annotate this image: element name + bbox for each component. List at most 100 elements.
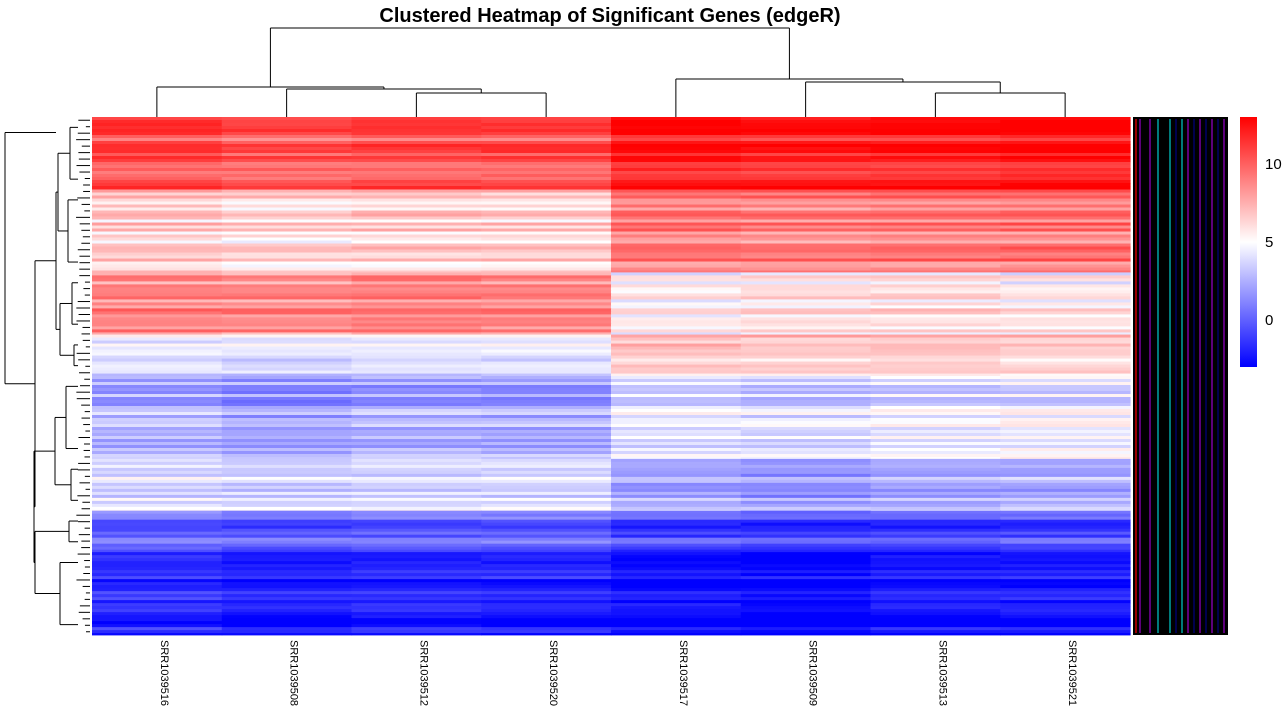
heatmap-cell (351, 458, 482, 463)
heatmap-cell (481, 123, 612, 127)
heatmap-cell (611, 207, 742, 211)
heatmap-cell (481, 385, 612, 389)
heatmap-cell (740, 497, 872, 502)
heatmap-cell (481, 299, 612, 303)
heatmap-cell (740, 123, 872, 127)
heatmap-cell (92, 314, 223, 318)
heatmap-cell (870, 576, 1001, 580)
heatmap-cell (221, 627, 353, 631)
heatmap-cell (611, 491, 742, 496)
heatmap-cell (611, 606, 742, 610)
heatmap-cell (870, 165, 1001, 169)
heatmap-cell (870, 364, 1001, 368)
heatmap-cell (611, 415, 742, 419)
heatmap-cell (611, 255, 742, 259)
heatmap-cell (870, 207, 1001, 211)
heatmap-cell (1000, 168, 1131, 172)
heatmap-cell (92, 582, 223, 586)
heatmap-cell (1000, 421, 1131, 425)
heatmap-cell (870, 630, 1001, 634)
heatmap-cell (221, 267, 353, 271)
heatmap-cell (92, 302, 223, 306)
heatmap-cell (611, 290, 742, 294)
heatmap-cell (1000, 323, 1131, 327)
heatmap-cell (1000, 141, 1131, 145)
heatmap-cell (92, 503, 223, 508)
heatmap-cell (1000, 329, 1131, 333)
heatmap-cell (870, 379, 1001, 383)
heatmap-cell (1000, 591, 1131, 595)
heatmap-cell (870, 281, 1001, 285)
heatmap-cell (481, 379, 612, 383)
heatmap-cell (740, 633, 872, 636)
heatmap-cell (870, 153, 1001, 157)
heatmap-cell (481, 156, 612, 160)
heatmap-cell (92, 343, 223, 347)
heatmap-cell (221, 210, 353, 214)
column-label: SRR1039521 (1066, 640, 1078, 706)
heatmap-cell (611, 340, 742, 344)
heatmap-cell (1000, 270, 1131, 273)
heatmap-cell (1000, 246, 1131, 250)
heatmap-cell (221, 320, 353, 324)
heatmap-cell (1000, 418, 1131, 422)
heatmap-cell (92, 467, 223, 472)
heatmap-cell (870, 141, 1001, 145)
heatmap-cell (351, 252, 482, 256)
heatmap-cell (611, 323, 742, 327)
heatmap-cell (481, 457, 612, 460)
heatmap-cell (221, 451, 353, 455)
heatmap-cell (92, 476, 223, 481)
heatmap-cell (870, 270, 1001, 273)
heatmap-cell (92, 340, 223, 344)
heatmap-cell (740, 424, 872, 428)
heatmap-cell (481, 326, 612, 330)
heatmap-cell (740, 234, 872, 238)
heatmap-cell (481, 476, 612, 481)
heatmap-cell (611, 287, 742, 291)
heatmap-cell (1000, 278, 1131, 282)
heatmap-cell (351, 237, 482, 241)
heatmap-cell (92, 531, 223, 536)
heatmap-cell (481, 555, 612, 559)
heatmap-cell (351, 525, 482, 530)
heatmap-cell (870, 189, 1001, 190)
heatmap-cell (740, 355, 872, 359)
heatmap-cell (870, 612, 1001, 616)
column-label: SRR1039513 (936, 640, 948, 706)
heatmap-cell (351, 258, 482, 262)
heatmap-cell (870, 308, 1001, 312)
heatmap-cell (870, 531, 1001, 536)
heatmap-cell (870, 470, 1001, 475)
heatmap-cell (740, 624, 872, 628)
heatmap-cell (481, 302, 612, 306)
heatmap-cell (92, 198, 223, 202)
heatmap-cell (740, 476, 872, 481)
heatmap-cell (92, 543, 223, 548)
heatmap-cell (611, 464, 742, 469)
heatmap-cell (611, 156, 742, 160)
heatmap-cell (351, 412, 482, 416)
heatmap-cell (611, 570, 742, 574)
heatmap-cell (481, 537, 612, 542)
heatmap-cell (740, 409, 872, 413)
heatmap-cell (481, 373, 612, 377)
heatmap-cell (870, 458, 1001, 463)
heatmap-cell (221, 397, 353, 401)
heatmap-cell (740, 510, 872, 515)
heatmap-cell (221, 246, 353, 250)
heatmap-cell (870, 603, 1001, 607)
heatmap-cell (611, 385, 742, 389)
heatmap-cell (870, 123, 1001, 127)
heatmap-cell (1000, 531, 1131, 536)
heatmap-cell (481, 210, 612, 214)
heatmap-cell (740, 519, 872, 524)
heatmap-cell (221, 189, 353, 193)
heatmap-cell (351, 367, 482, 371)
heatmap-cell (611, 129, 742, 133)
heatmap-cell (611, 120, 742, 124)
heatmap-cell (221, 129, 353, 133)
heatmap-cell (870, 491, 1001, 496)
heatmap-cell (1000, 225, 1131, 229)
heatmap-cell (611, 123, 742, 127)
